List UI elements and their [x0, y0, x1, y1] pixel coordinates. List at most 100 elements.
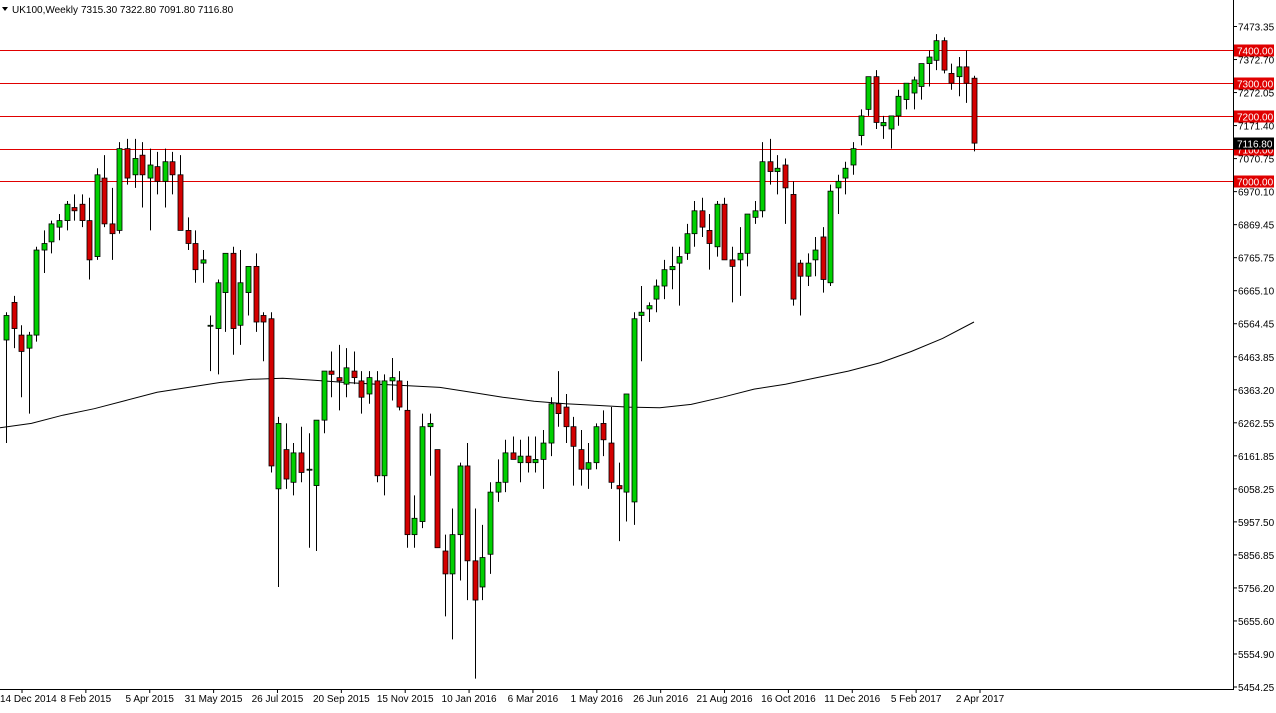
candle[interactable]	[457, 462, 464, 581]
candle[interactable]	[608, 407, 615, 489]
candle[interactable]	[532, 436, 539, 473]
candle[interactable]	[237, 250, 244, 345]
candle[interactable]	[873, 70, 880, 130]
candle[interactable]	[260, 312, 267, 362]
candle[interactable]	[963, 50, 970, 103]
candle[interactable]	[56, 214, 63, 241]
candle[interactable]	[336, 344, 343, 411]
candle[interactable]	[185, 217, 192, 251]
candle[interactable]	[162, 148, 169, 208]
candle[interactable]	[139, 142, 146, 208]
candle[interactable]	[684, 223, 691, 260]
candle[interactable]	[33, 246, 40, 342]
candle[interactable]	[124, 138, 131, 185]
candle[interactable]	[298, 426, 305, 483]
candle[interactable]	[215, 279, 222, 375]
candle[interactable]	[865, 76, 872, 116]
candle[interactable]	[729, 246, 736, 303]
candle[interactable]	[479, 524, 486, 601]
candle[interactable]	[396, 371, 403, 411]
candle[interactable]	[827, 184, 834, 287]
candle[interactable]	[487, 482, 494, 574]
candle[interactable]	[948, 63, 955, 90]
candle[interactable]	[790, 181, 797, 306]
candle[interactable]	[41, 230, 48, 273]
candle[interactable]	[563, 393, 570, 444]
candle[interactable]	[358, 371, 365, 414]
candle[interactable]	[926, 50, 933, 87]
candle[interactable]	[313, 419, 320, 551]
candle[interactable]	[253, 253, 260, 332]
candle[interactable]	[699, 197, 706, 237]
candle[interactable]	[805, 253, 812, 287]
candle[interactable]	[11, 295, 18, 349]
candle[interactable]	[222, 252, 229, 332]
candle[interactable]	[79, 194, 86, 228]
candle[interactable]	[600, 410, 607, 457]
candle[interactable]	[94, 168, 101, 260]
candle[interactable]	[101, 155, 108, 228]
candle[interactable]	[956, 57, 963, 97]
candle[interactable]	[706, 214, 713, 270]
candle[interactable]	[109, 187, 116, 260]
candle[interactable]	[192, 230, 199, 283]
candle[interactable]	[616, 462, 623, 542]
candle[interactable]	[555, 371, 562, 427]
candle[interactable]	[941, 37, 948, 74]
candle[interactable]	[548, 397, 555, 457]
candle[interactable]	[714, 200, 721, 257]
candle[interactable]	[449, 508, 456, 640]
candle[interactable]	[411, 495, 418, 548]
candle[interactable]	[880, 115, 887, 139]
candle[interactable]	[858, 109, 865, 146]
candle[interactable]	[464, 443, 471, 601]
candle[interactable]	[623, 393, 630, 522]
candle[interactable]	[351, 351, 358, 385]
candle[interactable]	[434, 449, 441, 549]
candle[interactable]	[540, 429, 547, 489]
candle[interactable]	[782, 158, 789, 224]
candle[interactable]	[842, 161, 849, 195]
candle[interactable]	[48, 220, 55, 254]
candle[interactable]	[154, 151, 161, 195]
candle[interactable]	[638, 286, 645, 362]
candle[interactable]	[752, 200, 759, 224]
candle[interactable]	[283, 423, 290, 489]
candle[interactable]	[207, 315, 214, 372]
candle[interactable]	[26, 331, 33, 414]
candle[interactable]	[472, 508, 479, 679]
candle[interactable]	[850, 142, 857, 175]
candle[interactable]	[744, 213, 751, 267]
candle[interactable]	[517, 439, 524, 483]
candle[interactable]	[268, 312, 275, 473]
candle[interactable]	[245, 265, 252, 316]
candle[interactable]	[578, 429, 585, 486]
candle[interactable]	[971, 75, 978, 152]
candle[interactable]	[64, 200, 71, 231]
candle[interactable]	[321, 370, 328, 434]
candle[interactable]	[835, 174, 842, 215]
candle[interactable]	[797, 259, 804, 316]
candle[interactable]	[389, 357, 396, 401]
candle[interactable]	[585, 443, 592, 489]
candle[interactable]	[86, 197, 93, 280]
candle[interactable]	[502, 439, 509, 493]
candle[interactable]	[676, 246, 683, 306]
candle[interactable]	[18, 325, 25, 398]
candle[interactable]	[71, 194, 78, 221]
candle[interactable]	[525, 436, 532, 473]
candle[interactable]	[230, 246, 237, 355]
candle[interactable]	[903, 82, 910, 110]
candle[interactable]	[3, 312, 10, 444]
candle[interactable]	[290, 443, 297, 496]
candle[interactable]	[812, 236, 819, 277]
candle[interactable]	[721, 197, 728, 261]
candle[interactable]	[918, 63, 925, 100]
candle[interactable]	[147, 148, 154, 231]
candle[interactable]	[343, 348, 350, 398]
candle[interactable]	[593, 423, 600, 470]
candle[interactable]	[661, 259, 668, 300]
candle[interactable]	[306, 433, 313, 548]
candle[interactable]	[737, 227, 744, 296]
